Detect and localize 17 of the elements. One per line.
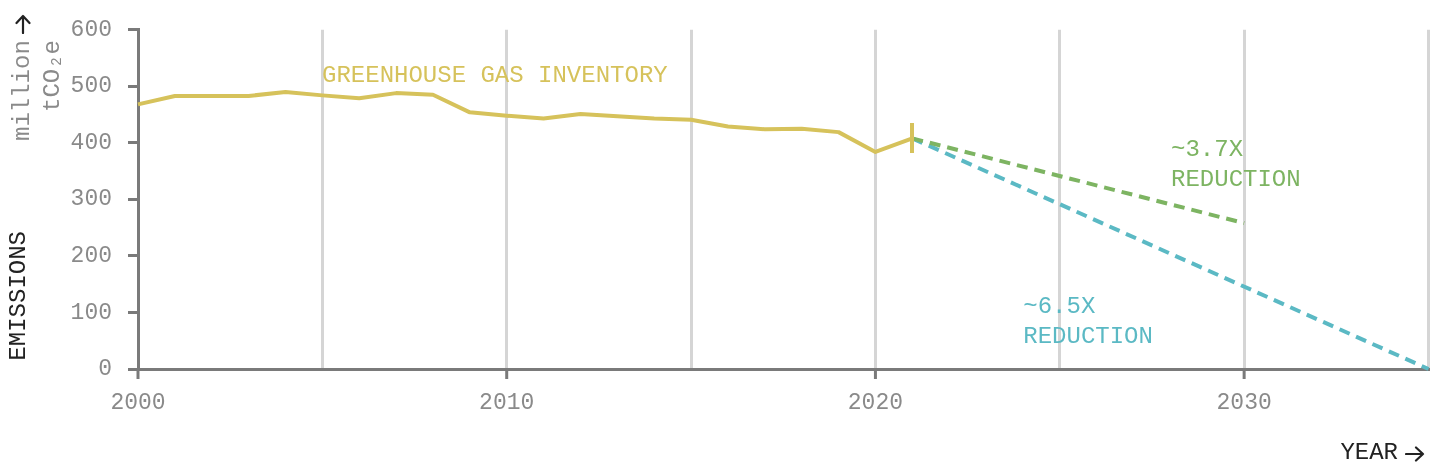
y-tick-label: 600 xyxy=(70,16,112,43)
y-tick-label: 100 xyxy=(70,299,112,326)
y-tick-label: 200 xyxy=(70,243,112,270)
x-tick-label: 2020 xyxy=(847,389,904,416)
x-tick-label: 2010 xyxy=(479,389,535,416)
series-label: GREENHOUSE GAS INVENTORY xyxy=(322,62,668,90)
series-label: ~3.7X REDUCTION xyxy=(1171,136,1301,194)
y-tick-label: 0 xyxy=(98,356,112,383)
x-axis-title: YEAR xyxy=(1340,438,1398,466)
y-tick-label: 500 xyxy=(70,73,112,100)
x-tick-label: 2030 xyxy=(1216,389,1272,416)
text: million tCO₂e xyxy=(8,40,67,143)
x-tick-label: 2000 xyxy=(110,389,166,416)
y-axis-title: EMISSIONS xyxy=(4,231,33,361)
y-tick-label: 400 xyxy=(70,129,112,156)
y-tick-label: 300 xyxy=(70,186,112,213)
series-label: ~6.5X REDUCTION xyxy=(1023,292,1153,350)
